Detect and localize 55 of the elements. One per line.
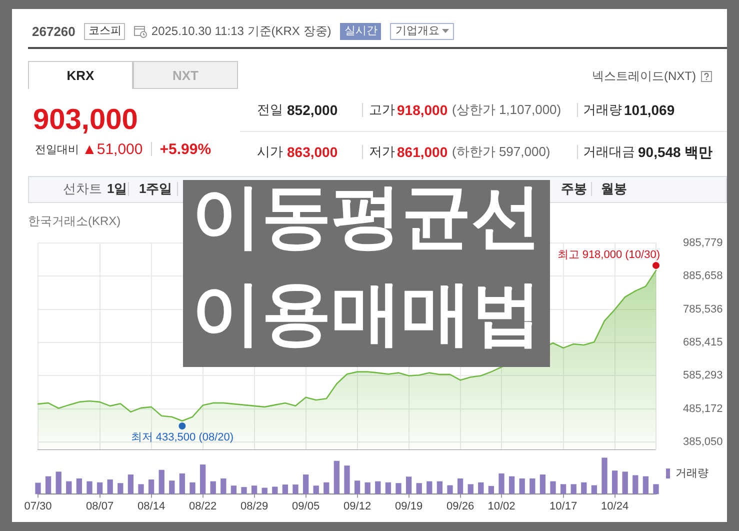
- text: ▲51,000: [82, 140, 143, 158]
- text: 시가: [257, 143, 283, 161]
- text: 코스피: [84, 22, 126, 40]
- text: 거래대금: [583, 143, 635, 161]
- y-tick-label: 985,779: [683, 237, 723, 250]
- text: 863,000: [287, 143, 338, 161]
- data-label: 최저 433,500 (08/20): [130, 432, 234, 444]
- text: 거래량: [583, 101, 622, 119]
- y-tick-label: 685,415: [683, 336, 723, 349]
- chart-title: 이동평균선 이용매매법: [190, 176, 542, 354]
- text: 월봉: [601, 180, 627, 198]
- y-tick-label: 885,658: [683, 270, 723, 282]
- x-tick-label: 10/24: [601, 500, 629, 512]
- text: 90,548 백만: [638, 143, 713, 161]
- text: 852,000: [287, 101, 338, 119]
- x-tick-label: 08/29: [240, 500, 268, 512]
- text: 실시간: [340, 22, 382, 40]
- text: 고가: [369, 101, 395, 119]
- y-tick-label: 785,536: [683, 303, 723, 316]
- y-tick-label: 485,172: [683, 402, 723, 415]
- dropdown-button: 기업개요: [390, 22, 454, 40]
- x-tick-label: 09/19: [395, 500, 423, 512]
- text: 한국거래소(KRX): [28, 213, 121, 229]
- text: 101,069: [624, 101, 675, 119]
- x-tick-label: 10/02: [488, 500, 516, 512]
- text: 주봉: [561, 180, 587, 198]
- text: (하한가 597,000): [452, 143, 550, 161]
- x-tick-label: 08/22: [189, 500, 217, 512]
- text: 넥스트레이드(NXT): [592, 68, 696, 84]
- y-tick-label: 385,050: [683, 436, 723, 448]
- x-tick-label: 07/30: [24, 500, 52, 512]
- x-tick-label: 09/26: [446, 500, 474, 512]
- x-tick-label: 09/05: [292, 500, 320, 512]
- text: 전일: [257, 101, 283, 119]
- text: 267260: [32, 24, 76, 38]
- x-tick-label: 10/17: [550, 500, 578, 512]
- text: 선차트: [63, 180, 102, 198]
- x-tick-label: 08/14: [138, 500, 166, 512]
- tab: KRX: [28, 61, 133, 89]
- text: 2025.10.30 11:13 기준(KRX 장중): [151, 22, 332, 40]
- text: 861,000: [397, 143, 448, 161]
- text: 저가: [369, 143, 395, 161]
- data-label: 최고 918,000 (10/30): [557, 248, 660, 261]
- text: 1일: [107, 180, 128, 198]
- legend-label: 거래량: [676, 468, 708, 480]
- y-tick-label: 585,293: [683, 370, 723, 382]
- text: 1주일: [139, 180, 172, 198]
- text: 903,000: [33, 103, 138, 137]
- text: (상한가 1,107,000): [452, 101, 562, 119]
- tab: NXT: [133, 61, 238, 89]
- text: 전일대비: [35, 142, 79, 156]
- x-tick-label: 08/07: [86, 500, 114, 512]
- text: +5.99%: [160, 140, 212, 158]
- x-tick-label: 09/12: [344, 500, 372, 512]
- text: 918,000: [397, 101, 448, 119]
